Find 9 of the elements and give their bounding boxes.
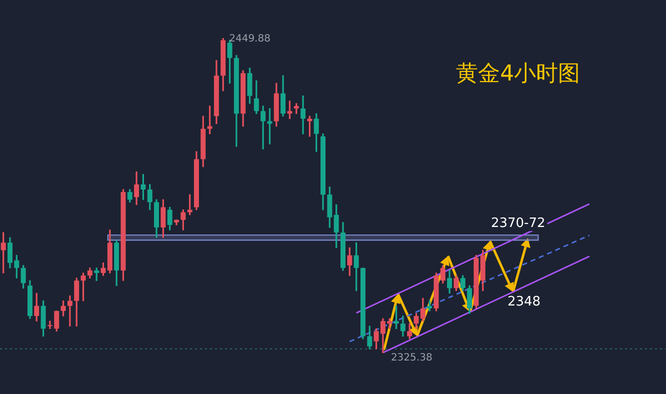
candlestick — [94, 268, 100, 281]
annotation: 2449.88 — [229, 34, 270, 45]
band-label: 2370-72 — [490, 216, 546, 231]
candlestick — [427, 300, 432, 312]
candlestick — [260, 106, 266, 150]
annotation: 2325.38 — [390, 352, 432, 364]
candlestick — [67, 295, 72, 326]
text: 黄金4小时图 — [456, 62, 580, 87]
annotation: 2348 — [507, 294, 541, 310]
